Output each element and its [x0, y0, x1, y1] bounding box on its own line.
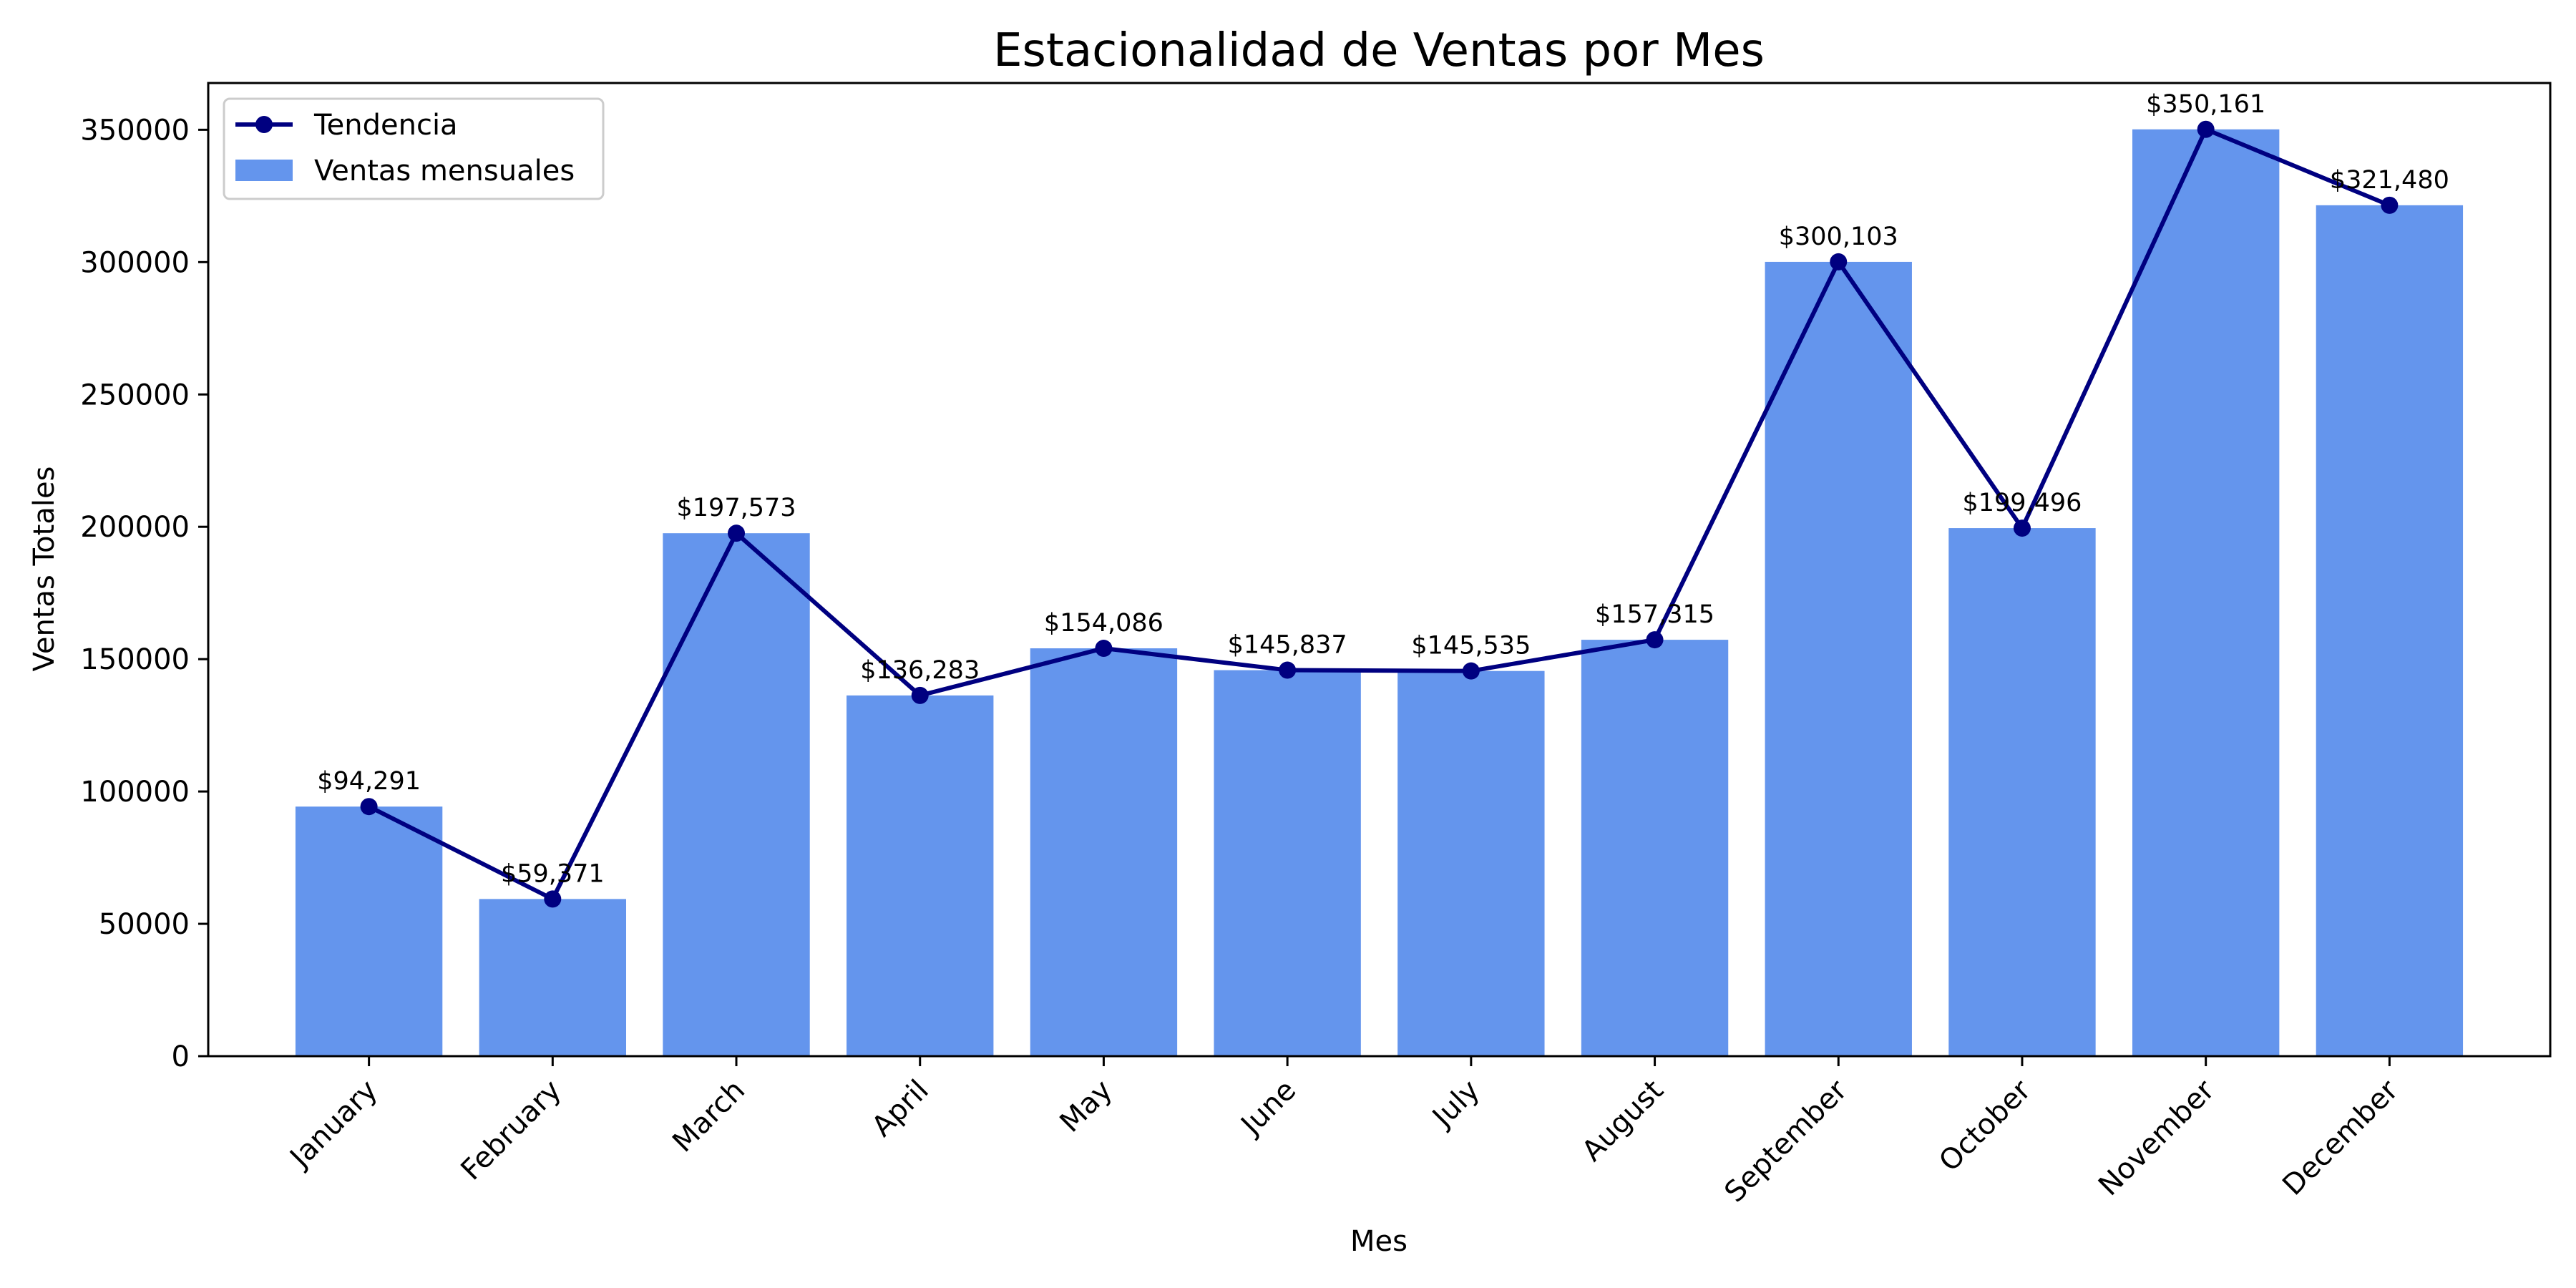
bar-march [663, 533, 810, 1056]
data-label-may: $154,086 [1044, 609, 1163, 638]
x-tick-label-february: February [455, 1074, 568, 1187]
legend-label-bars: Ventas mensuales [314, 155, 575, 187]
data-label-march: $197,573 [677, 494, 796, 522]
data-label-september: $300,103 [1779, 223, 1898, 251]
y-tick-label: 150000 [80, 643, 190, 676]
x-tick-label-october: October [1933, 1073, 2037, 1178]
plot-frame [207, 82, 2552, 1058]
legend-label-trend: Tendencia [313, 109, 458, 142]
bar-january [295, 806, 443, 1056]
chart-title: Estacionalidad de Ventas por Mes [993, 24, 1765, 77]
data-label-april: $136,283 [860, 656, 980, 685]
trend-point-july [1462, 662, 1480, 680]
bars-group [295, 129, 2464, 1057]
bar-october [1948, 528, 2096, 1056]
x-tick-label-august: August [1576, 1074, 1670, 1169]
x-tick-label-may: May [1054, 1074, 1119, 1139]
trend-point-november [2197, 120, 2215, 138]
legend-bar-swatch [235, 160, 293, 181]
data-labels-group: $94,291 $59,371 $197,573 $136,283 $154,086 $1… [317, 90, 2449, 889]
trend-point-december [2381, 196, 2399, 214]
bar-june [1214, 670, 1361, 1056]
y-tick-label: 200000 [80, 511, 190, 544]
bar-february [479, 899, 627, 1056]
trend-point-february [544, 890, 562, 908]
x-tick-label-september: September [1718, 1073, 1853, 1209]
data-label-october: $199,496 [1962, 489, 2082, 517]
legend-line-marker [255, 116, 273, 133]
legend: Tendencia Ventas mensuales [223, 97, 605, 200]
data-label-january: $94,291 [317, 767, 421, 796]
y-tick-label: 0 [172, 1040, 190, 1073]
data-label-november: $350,161 [2146, 90, 2265, 119]
y-tick-label: 350000 [80, 114, 190, 147]
x-tick-label-november: November [2092, 1073, 2221, 1202]
trend-point-april [911, 686, 929, 704]
bar-november [2132, 129, 2280, 1057]
legend-box [223, 97, 605, 200]
x-axis-label: Mes [1350, 1225, 1407, 1258]
trend-point-may [1095, 640, 1113, 658]
bar-december [2316, 205, 2464, 1056]
x-tick-label-december: December [2276, 1073, 2405, 1202]
trend-point-october [2013, 519, 2031, 537]
x-tick-label-july: July [1425, 1074, 1486, 1136]
trend-point-january [360, 798, 378, 816]
data-label-august: $157,315 [1595, 600, 1714, 629]
y-axis-label: Ventas Totales [28, 467, 61, 672]
bar-july [1397, 670, 1545, 1056]
y-tick-label: 50000 [99, 908, 190, 941]
x-tick-label-june: June [1234, 1074, 1302, 1143]
x-tick-label-april: April [866, 1074, 935, 1143]
data-label-february: $59,371 [501, 859, 605, 888]
y-tick-label: 300000 [80, 246, 190, 279]
y-tick-label: 250000 [80, 379, 190, 411]
bar-april [847, 695, 994, 1056]
bar-august [1581, 640, 1729, 1056]
y-tick-label: 100000 [80, 776, 190, 809]
trend-group [360, 120, 2399, 908]
trend-line [368, 127, 2391, 902]
bar-september [1765, 261, 1912, 1056]
trend-point-june [1279, 661, 1297, 679]
trend-point-september [1830, 253, 1848, 270]
bar-may [1030, 648, 1178, 1056]
trend-point-march [728, 525, 746, 542]
x-tick-label-march: March [666, 1074, 751, 1159]
x-tick-label-january: January [283, 1074, 384, 1176]
data-label-december: $321,480 [2330, 166, 2449, 195]
trend-point-august [1646, 631, 1664, 649]
data-label-june: $145,837 [1228, 631, 1347, 660]
data-label-july: $145,535 [1411, 632, 1531, 660]
